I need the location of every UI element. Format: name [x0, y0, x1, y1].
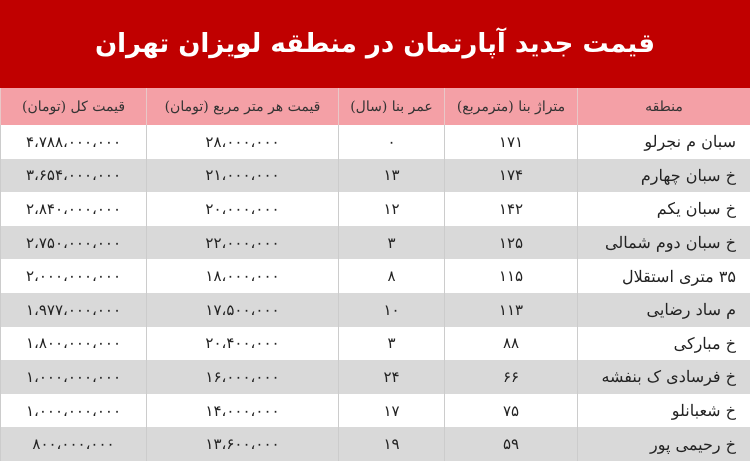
cell-region: خ مبارکی	[577, 326, 750, 361]
cell-price-per-meter: ۲۰،۴۰۰،۰۰۰	[146, 326, 339, 361]
cell-price-per-meter: ۱۷،۵۰۰،۰۰۰	[146, 292, 339, 327]
cell-area: ۶۶	[444, 360, 578, 394]
cell-age: ۱۷	[338, 393, 445, 428]
table-header-row: منطقه متراژ بنا (مترمربع) عمر بنا (سال) …	[0, 88, 750, 125]
cell-region: ۳۵ متری استقلال	[577, 259, 750, 293]
header-price-per-meter: قیمت هر متر مربع (تومان)	[146, 88, 339, 125]
cell-region: خ شعبانلو	[577, 393, 750, 428]
cell-total-price: ۳،۶۵۴،۰۰۰،۰۰۰	[0, 158, 147, 193]
cell-age: ۱۳	[338, 158, 445, 193]
cell-price-per-meter: ۱۳،۶۰۰،۰۰۰	[146, 427, 339, 461]
cell-area: ۱۱۵	[444, 259, 578, 293]
cell-region: خ سبان دوم شمالی	[577, 225, 750, 260]
cell-area: ۸۸	[444, 326, 578, 361]
header-region: منطقه	[577, 88, 750, 125]
cell-price-per-meter: ۲۸،۰۰۰،۰۰۰	[146, 125, 339, 159]
cell-total-price: ۱،۹۷۷،۰۰۰،۰۰۰	[0, 292, 147, 327]
table-row: خ سبان یکم ۱۴۲ ۱۲ ۲۰،۰۰۰،۰۰۰ ۲،۸۴۰،۰۰۰،۰۰۰	[0, 192, 750, 226]
header-total-price: قیمت کل (تومان)	[0, 88, 147, 125]
header-area: متراژ بنا (مترمربع)	[444, 88, 578, 125]
cell-area: ۱۲۵	[444, 225, 578, 260]
cell-region: سبان م نجرلو	[577, 125, 750, 159]
cell-total-price: ۸۰۰،۰۰۰،۰۰۰	[0, 427, 147, 461]
table-row: ۳۵ متری استقلال ۱۱۵ ۸ ۱۸،۰۰۰،۰۰۰ ۲،۰۰۰،۰۰۰،۰…	[0, 259, 750, 293]
cell-total-price: ۲،۷۵۰،۰۰۰،۰۰۰	[0, 225, 147, 260]
cell-age: ۱۲	[338, 192, 445, 226]
cell-age: ۱۰	[338, 292, 445, 327]
cell-age: ۳	[338, 326, 445, 361]
cell-region: خ سبان چهارم	[577, 158, 750, 193]
table-row: خ سبان چهارم ۱۷۴ ۱۳ ۲۱،۰۰۰،۰۰۰ ۳،۶۵۴،۰۰۰،۰۰۰	[0, 158, 750, 193]
cell-price-per-meter: ۲۱،۰۰۰،۰۰۰	[146, 158, 339, 193]
cell-area: ۱۷۱	[444, 125, 578, 159]
cell-age: ۰	[338, 125, 445, 159]
cell-region: خ فرسادی ک بنفشه	[577, 360, 750, 394]
cell-age: ۲۴	[338, 360, 445, 394]
table-row: خ سبان دوم شمالی ۱۲۵ ۳ ۲۲،۰۰۰،۰۰۰ ۲،۷۵۰،۰۰۰،…	[0, 225, 750, 260]
cell-price-per-meter: ۱۶،۰۰۰،۰۰۰	[146, 360, 339, 394]
cell-price-per-meter: ۲۲،۰۰۰،۰۰۰	[146, 225, 339, 260]
cell-area: ۱۴۲	[444, 192, 578, 226]
table-row: خ مبارکی ۸۸ ۳ ۲۰،۴۰۰،۰۰۰ ۱،۸۰۰،۰۰۰،۰۰۰	[0, 326, 750, 361]
cell-age: ۳	[338, 225, 445, 260]
cell-area: ۵۹	[444, 427, 578, 461]
cell-price-per-meter: ۲۰،۰۰۰،۰۰۰	[146, 192, 339, 226]
cell-region: خ رحیمی پور	[577, 427, 750, 461]
cell-price-per-meter: ۱۸،۰۰۰،۰۰۰	[146, 259, 339, 293]
table-row: خ فرسادی ک بنفشه ۶۶ ۲۴ ۱۶،۰۰۰،۰۰۰ ۱،۰۰۰،۰۰۰،…	[0, 360, 750, 394]
cell-area: ۱۷۴	[444, 158, 578, 193]
table-row: خ شعبانلو ۷۵ ۱۷ ۱۴،۰۰۰،۰۰۰ ۱،۰۰۰،۰۰۰،۰۰۰	[0, 393, 750, 428]
page-title: قیمت جدید آپارتمان در منطقه لویزان تهران	[94, 29, 656, 59]
cell-total-price: ۱،۰۰۰،۰۰۰،۰۰۰	[0, 393, 147, 428]
table-row: م ساد رضایی ۱۱۳ ۱۰ ۱۷،۵۰۰،۰۰۰ ۱،۹۷۷،۰۰۰،۰۰۰	[0, 292, 750, 327]
table-row: سبان م نجرلو ۱۷۱ ۰ ۲۸،۰۰۰،۰۰۰ ۴،۷۸۸،۰۰۰،۰۰۰	[0, 125, 750, 159]
cell-total-price: ۲،۸۴۰،۰۰۰،۰۰۰	[0, 192, 147, 226]
cell-price-per-meter: ۱۴،۰۰۰،۰۰۰	[146, 393, 339, 428]
price-table: منطقه متراژ بنا (مترمربع) عمر بنا (سال) …	[0, 88, 750, 461]
cell-total-price: ۱،۰۰۰،۰۰۰،۰۰۰	[0, 360, 147, 394]
cell-area: ۱۱۳	[444, 292, 578, 327]
cell-total-price: ۲،۰۰۰،۰۰۰،۰۰۰	[0, 259, 147, 293]
cell-total-price: ۴،۷۸۸،۰۰۰،۰۰۰	[0, 125, 147, 159]
cell-region: خ سبان یکم	[577, 192, 750, 226]
cell-total-price: ۱،۸۰۰،۰۰۰،۰۰۰	[0, 326, 147, 361]
cell-age: ۱۹	[338, 427, 445, 461]
title-bar: قیمت جدید آپارتمان در منطقه لویزان تهران	[0, 0, 750, 88]
header-age: عمر بنا (سال)	[338, 88, 445, 125]
cell-age: ۸	[338, 259, 445, 293]
cell-region: م ساد رضایی	[577, 292, 750, 327]
table-row: خ رحیمی پور ۵۹ ۱۹ ۱۳،۶۰۰،۰۰۰ ۸۰۰،۰۰۰،۰۰۰	[0, 427, 750, 461]
cell-area: ۷۵	[444, 393, 578, 428]
